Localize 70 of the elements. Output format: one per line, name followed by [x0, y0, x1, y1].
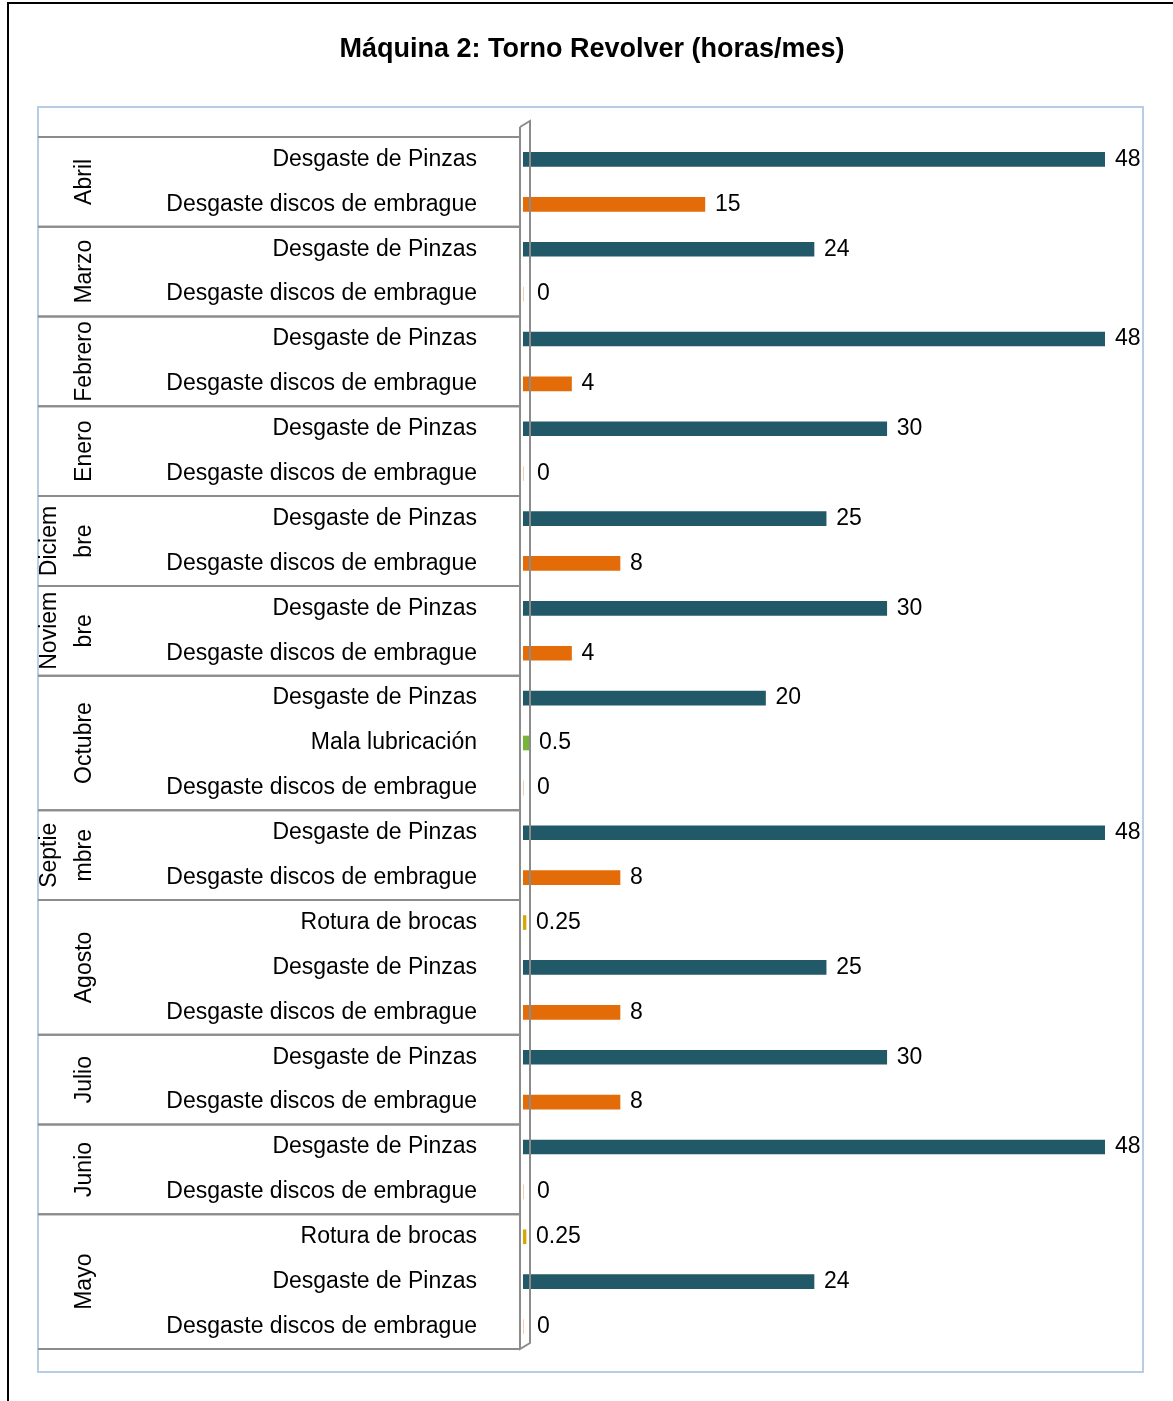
y-tick-label: Desgaste discos de embrague [166, 189, 477, 216]
y-tick-label: Desgaste de Pinzas [272, 1267, 477, 1294]
data-label: 0 [537, 1311, 550, 1338]
y-tick-label: Desgaste de Pinzas [272, 503, 477, 530]
data-label: 30 [896, 593, 923, 620]
y-tick-label: Desgaste discos de embrague [166, 369, 477, 396]
data-label: 24 [824, 1267, 850, 1294]
y-tick-label: Desgaste de Pinzas [272, 324, 477, 351]
y-tick-label: Desgaste de Pinzas [272, 234, 477, 261]
data-label: 24 [824, 234, 850, 261]
y-tick-label: Desgaste de Pinzas [272, 683, 477, 710]
data-label: 8 [630, 548, 643, 575]
data-label: 0.25 [536, 1222, 581, 1249]
data-label: 0 [537, 279, 550, 306]
y-tick-label: Desgaste de Pinzas [272, 414, 477, 441]
y-tick-label: Rotura de brocas [300, 907, 477, 934]
y-tick-label: Desgaste discos de embrague [166, 863, 477, 890]
data-label: 25 [836, 503, 862, 530]
text: Mayo [70, 1253, 97, 1310]
y-tick-label: Desgaste de Pinzas [272, 593, 477, 620]
data-label: 8 [630, 997, 643, 1024]
data-label: 4 [581, 369, 595, 396]
data-label: 4 [581, 638, 595, 665]
data-label: 48 [1115, 144, 1141, 171]
bar [523, 241, 815, 257]
data-label: 0 [537, 773, 550, 800]
y-tick-label: Desgaste discos de embrague [166, 638, 477, 665]
y-tick-label: Desgaste de Pinzas [272, 1132, 477, 1159]
y-tick-label: Mala lubricación [310, 728, 477, 755]
chart-title: Máquina 2: Torno Revolver (horas/mes) [339, 33, 845, 64]
y-tick-label: Desgaste de Pinzas [272, 818, 477, 845]
data-label: 0 [537, 1177, 550, 1204]
data-label: 48 [1115, 1132, 1141, 1159]
data-label: 30 [896, 1042, 923, 1069]
text: Abril [70, 158, 97, 205]
y-tick-label: Rotura de brocas [300, 1222, 477, 1249]
data-label: 48 [1115, 818, 1141, 845]
text: Septiembre [35, 822, 97, 888]
y-tick-label: Desgaste discos de embrague [166, 1311, 477, 1338]
y-tick-label: Desgaste discos de embrague [166, 279, 477, 306]
y-tick-label: Desgaste discos de embrague [166, 459, 477, 486]
y-tick-label: Desgaste discos de embrague [166, 1177, 477, 1204]
data-label: 48 [1115, 324, 1141, 351]
text: Enero [70, 420, 97, 482]
y-tick-label: Desgaste de Pinzas [272, 144, 477, 171]
data-label: 20 [775, 683, 802, 710]
data-label: 0.5 [539, 728, 572, 755]
text: Junio [70, 1141, 97, 1197]
text: Octubre [70, 702, 97, 784]
data-label: 8 [630, 863, 643, 890]
data-label: 0.25 [536, 907, 581, 934]
text: Marzo [70, 239, 97, 304]
text: Julio [70, 1056, 97, 1104]
data-label: 0 [537, 459, 550, 486]
text: Agosto [70, 931, 97, 1004]
data-label: 25 [836, 952, 862, 979]
data-label: 15 [714, 189, 741, 216]
bar [523, 421, 888, 437]
y-tick-label: Desgaste discos de embrague [166, 997, 477, 1024]
bar [523, 1139, 1105, 1155]
data-label: 8 [630, 1087, 643, 1114]
y-tick-label: Desgaste de Pinzas [272, 952, 477, 979]
y-tick-label: Desgaste discos de embrague [166, 548, 477, 575]
text: Febrero [70, 321, 97, 402]
data-label: 30 [896, 414, 923, 441]
y-tick-label: Desgaste de Pinzas [272, 1042, 477, 1069]
y-tick-label: Desgaste discos de embrague [166, 773, 477, 800]
text: Diciembre [35, 505, 97, 577]
text: Noviembre [35, 591, 97, 670]
y-tick-label: Desgaste discos de embrague [166, 1087, 477, 1114]
